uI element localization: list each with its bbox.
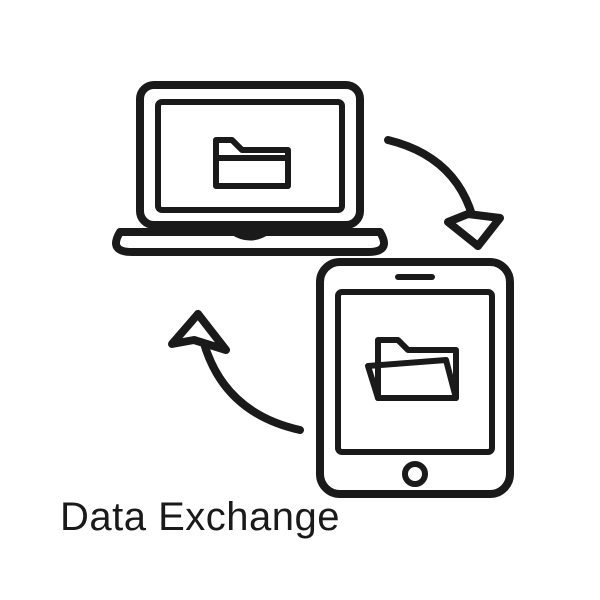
arrow-up-icon (172, 314, 300, 430)
caption-text: Data Exchange (60, 495, 340, 540)
laptop-icon (116, 85, 384, 252)
tablet-icon (320, 262, 510, 494)
arrow-down-icon (388, 140, 500, 246)
folder-icon (368, 340, 456, 398)
folder-icon (216, 140, 288, 186)
data-exchange-figure: Data Exchange (0, 0, 600, 600)
